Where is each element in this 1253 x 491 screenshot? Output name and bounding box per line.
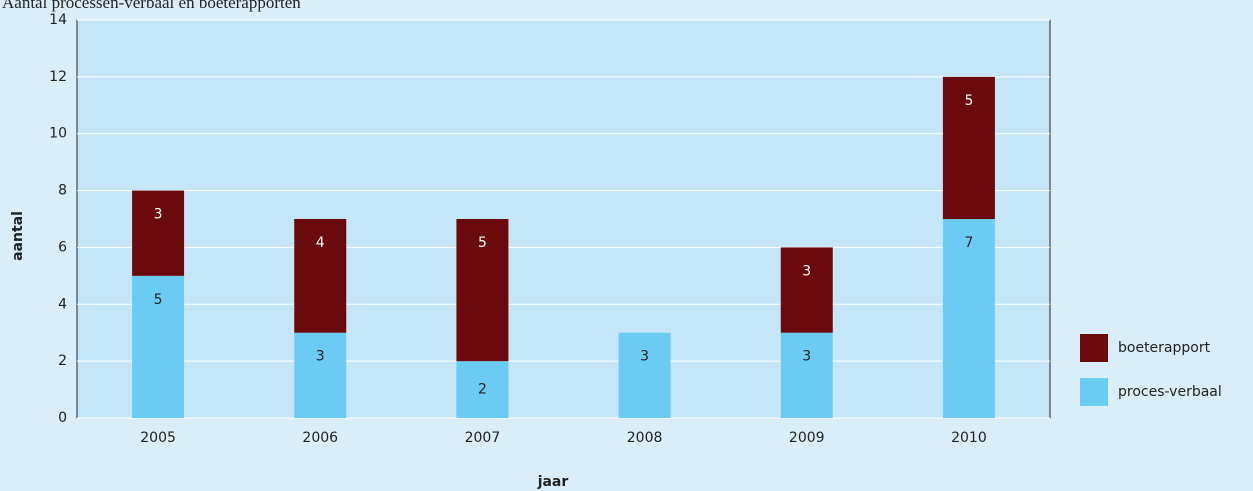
y-tick-label: 12 <box>49 69 67 85</box>
bar-segment <box>780 247 833 333</box>
data-label: 3 <box>154 207 163 223</box>
data-label: 5 <box>964 93 973 109</box>
y-tick-label: 8 <box>58 183 67 199</box>
y-tick-label: 4 <box>58 296 67 312</box>
bar-segment <box>294 332 347 418</box>
data-label: 3 <box>640 349 649 365</box>
data-label: 3 <box>802 349 811 365</box>
x-tick-label: 2007 <box>465 430 501 446</box>
legend-swatch <box>1080 334 1108 362</box>
y-tick-label: 6 <box>58 239 67 255</box>
x-axis-title: jaar <box>537 474 569 490</box>
legend-swatch <box>1080 378 1108 406</box>
bar-segment <box>618 332 671 418</box>
bar-segment <box>456 361 509 418</box>
data-label: 4 <box>316 235 325 251</box>
y-tick-label: 14 <box>49 12 67 28</box>
y-tick-label: 10 <box>49 126 67 142</box>
data-label: 3 <box>316 349 325 365</box>
chart-title: Aantal processen-verbaal en boeterapport… <box>2 0 301 12</box>
data-label: 5 <box>478 235 487 251</box>
y-tick-label: 0 <box>58 410 67 426</box>
bar-segment <box>132 190 185 276</box>
legend-label: proces-verbaal <box>1118 384 1222 400</box>
x-tick-label: 2006 <box>302 430 338 446</box>
y-axis-title: aantal <box>10 211 26 261</box>
x-tick-label: 2005 <box>140 430 176 446</box>
bar-segment <box>780 332 833 418</box>
x-tick-label: 2009 <box>789 430 825 446</box>
data-label: 7 <box>964 235 973 251</box>
bar-segment <box>132 275 185 418</box>
bar-segment <box>942 219 995 418</box>
bar-segment <box>456 219 509 362</box>
data-label: 3 <box>802 263 811 279</box>
x-tick-label: 2008 <box>627 430 663 446</box>
data-label: 5 <box>154 292 163 308</box>
bar-segment <box>294 219 347 333</box>
plot-area <box>76 19 1051 419</box>
bar-segment <box>942 76 995 219</box>
legend-label: boeterapport <box>1118 340 1211 356</box>
data-label: 2 <box>478 382 487 398</box>
y-tick-label: 2 <box>58 353 67 369</box>
x-tick-label: 2010 <box>951 430 987 446</box>
